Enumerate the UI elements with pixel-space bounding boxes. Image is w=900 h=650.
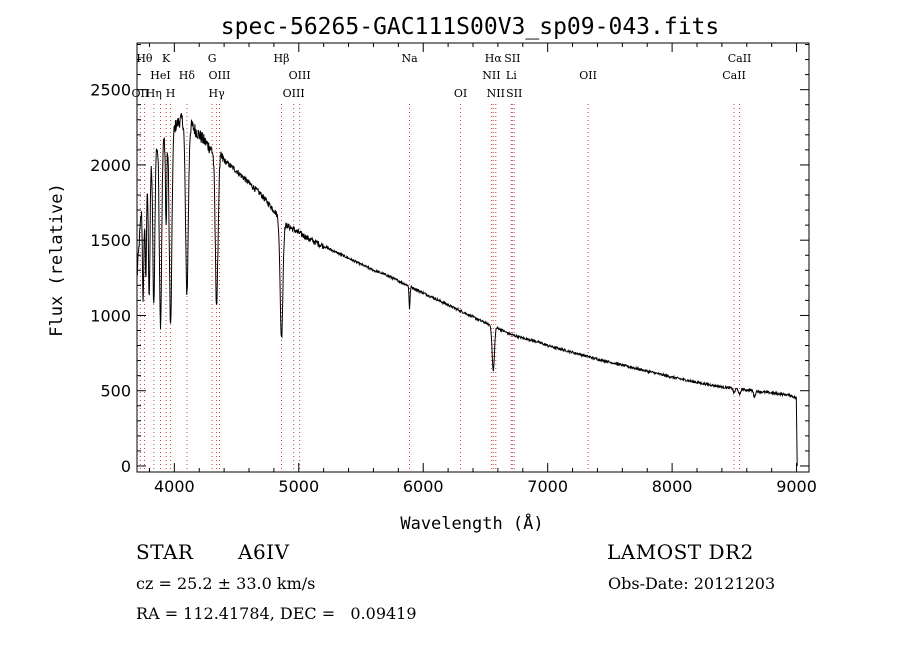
line-marker-label: SII [504, 52, 520, 65]
line-marker-label: OI [454, 87, 467, 100]
x-axis-label: Wavelength (Å) [400, 512, 543, 534]
y-tick-label: 1500 [90, 231, 131, 250]
y-tick-label: 1000 [90, 306, 131, 325]
x-tick-label: 6000 [403, 477, 444, 496]
line-marker-label: Hη [146, 87, 162, 100]
y-tick-label: 2500 [90, 81, 131, 100]
line-marker-label: OII [132, 87, 150, 100]
spectral-subclass: A6IV [238, 540, 290, 564]
redshift-text: cz = 25.2 ± 33.0 km/s [136, 574, 316, 593]
coordinates: RA = 112.41784, DEC = 0.09419 [136, 604, 417, 623]
survey-name: LAMOST DR2 [607, 540, 754, 564]
line-marker-label: SII [506, 87, 522, 100]
axes-frame [136, 42, 810, 473]
line-marker-label: Na [401, 52, 418, 65]
obs-date: Obs-Date: 20121203 [608, 574, 776, 593]
line-marker-label: Li [506, 69, 517, 82]
x-tick-label: 5000 [278, 477, 319, 496]
y-tick-label: 0 [121, 457, 131, 476]
line-marker-label: CaII [722, 69, 746, 82]
line-marker-label: NII [482, 69, 500, 82]
line-marker-label: K [162, 52, 171, 65]
line-marker-label: Hγ [209, 87, 226, 100]
y-axis-label: Flux (relative) [47, 183, 67, 337]
line-marker-label: HeI [150, 69, 170, 82]
x-tick-label: 7000 [527, 477, 568, 496]
x-tick-label: 4000 [154, 477, 195, 496]
chart-title: spec-56265-GAC111S00V3_sp09-043.fits [221, 14, 720, 40]
line-marker-label: Hα [485, 52, 503, 65]
spectrum-line [136, 113, 798, 467]
x-tick-label: 9000 [776, 477, 817, 496]
x-tick-label: 8000 [652, 477, 693, 496]
line-marker-label: Hδ [179, 69, 196, 82]
object-type: STAR [136, 540, 194, 564]
line-marker-label: Hβ [274, 52, 290, 65]
line-marker-label: OIII [283, 87, 305, 100]
line-marker-label: CaII [728, 52, 752, 65]
line-marker-label: OIII [289, 69, 311, 82]
line-marker-label: Hθ [136, 52, 153, 65]
line-marker-label: G [208, 52, 217, 65]
line-markers: OII Hθ Hη HeI K HHδ G Hγ OIII Hβ OIII OIII Na OI NII Hα… [132, 52, 752, 472]
y-tick-label: 500 [100, 382, 131, 401]
line-marker-label: NII [487, 87, 505, 100]
line-marker-label: H [166, 87, 176, 100]
axis-ticks: 4000 5000 6000 7000 8000 9000 0 500 1000 1500 2000… [90, 43, 817, 496]
y-tick-label: 2000 [90, 156, 131, 175]
line-marker-label: OIII [208, 69, 230, 82]
line-marker-label: OII [579, 69, 597, 82]
